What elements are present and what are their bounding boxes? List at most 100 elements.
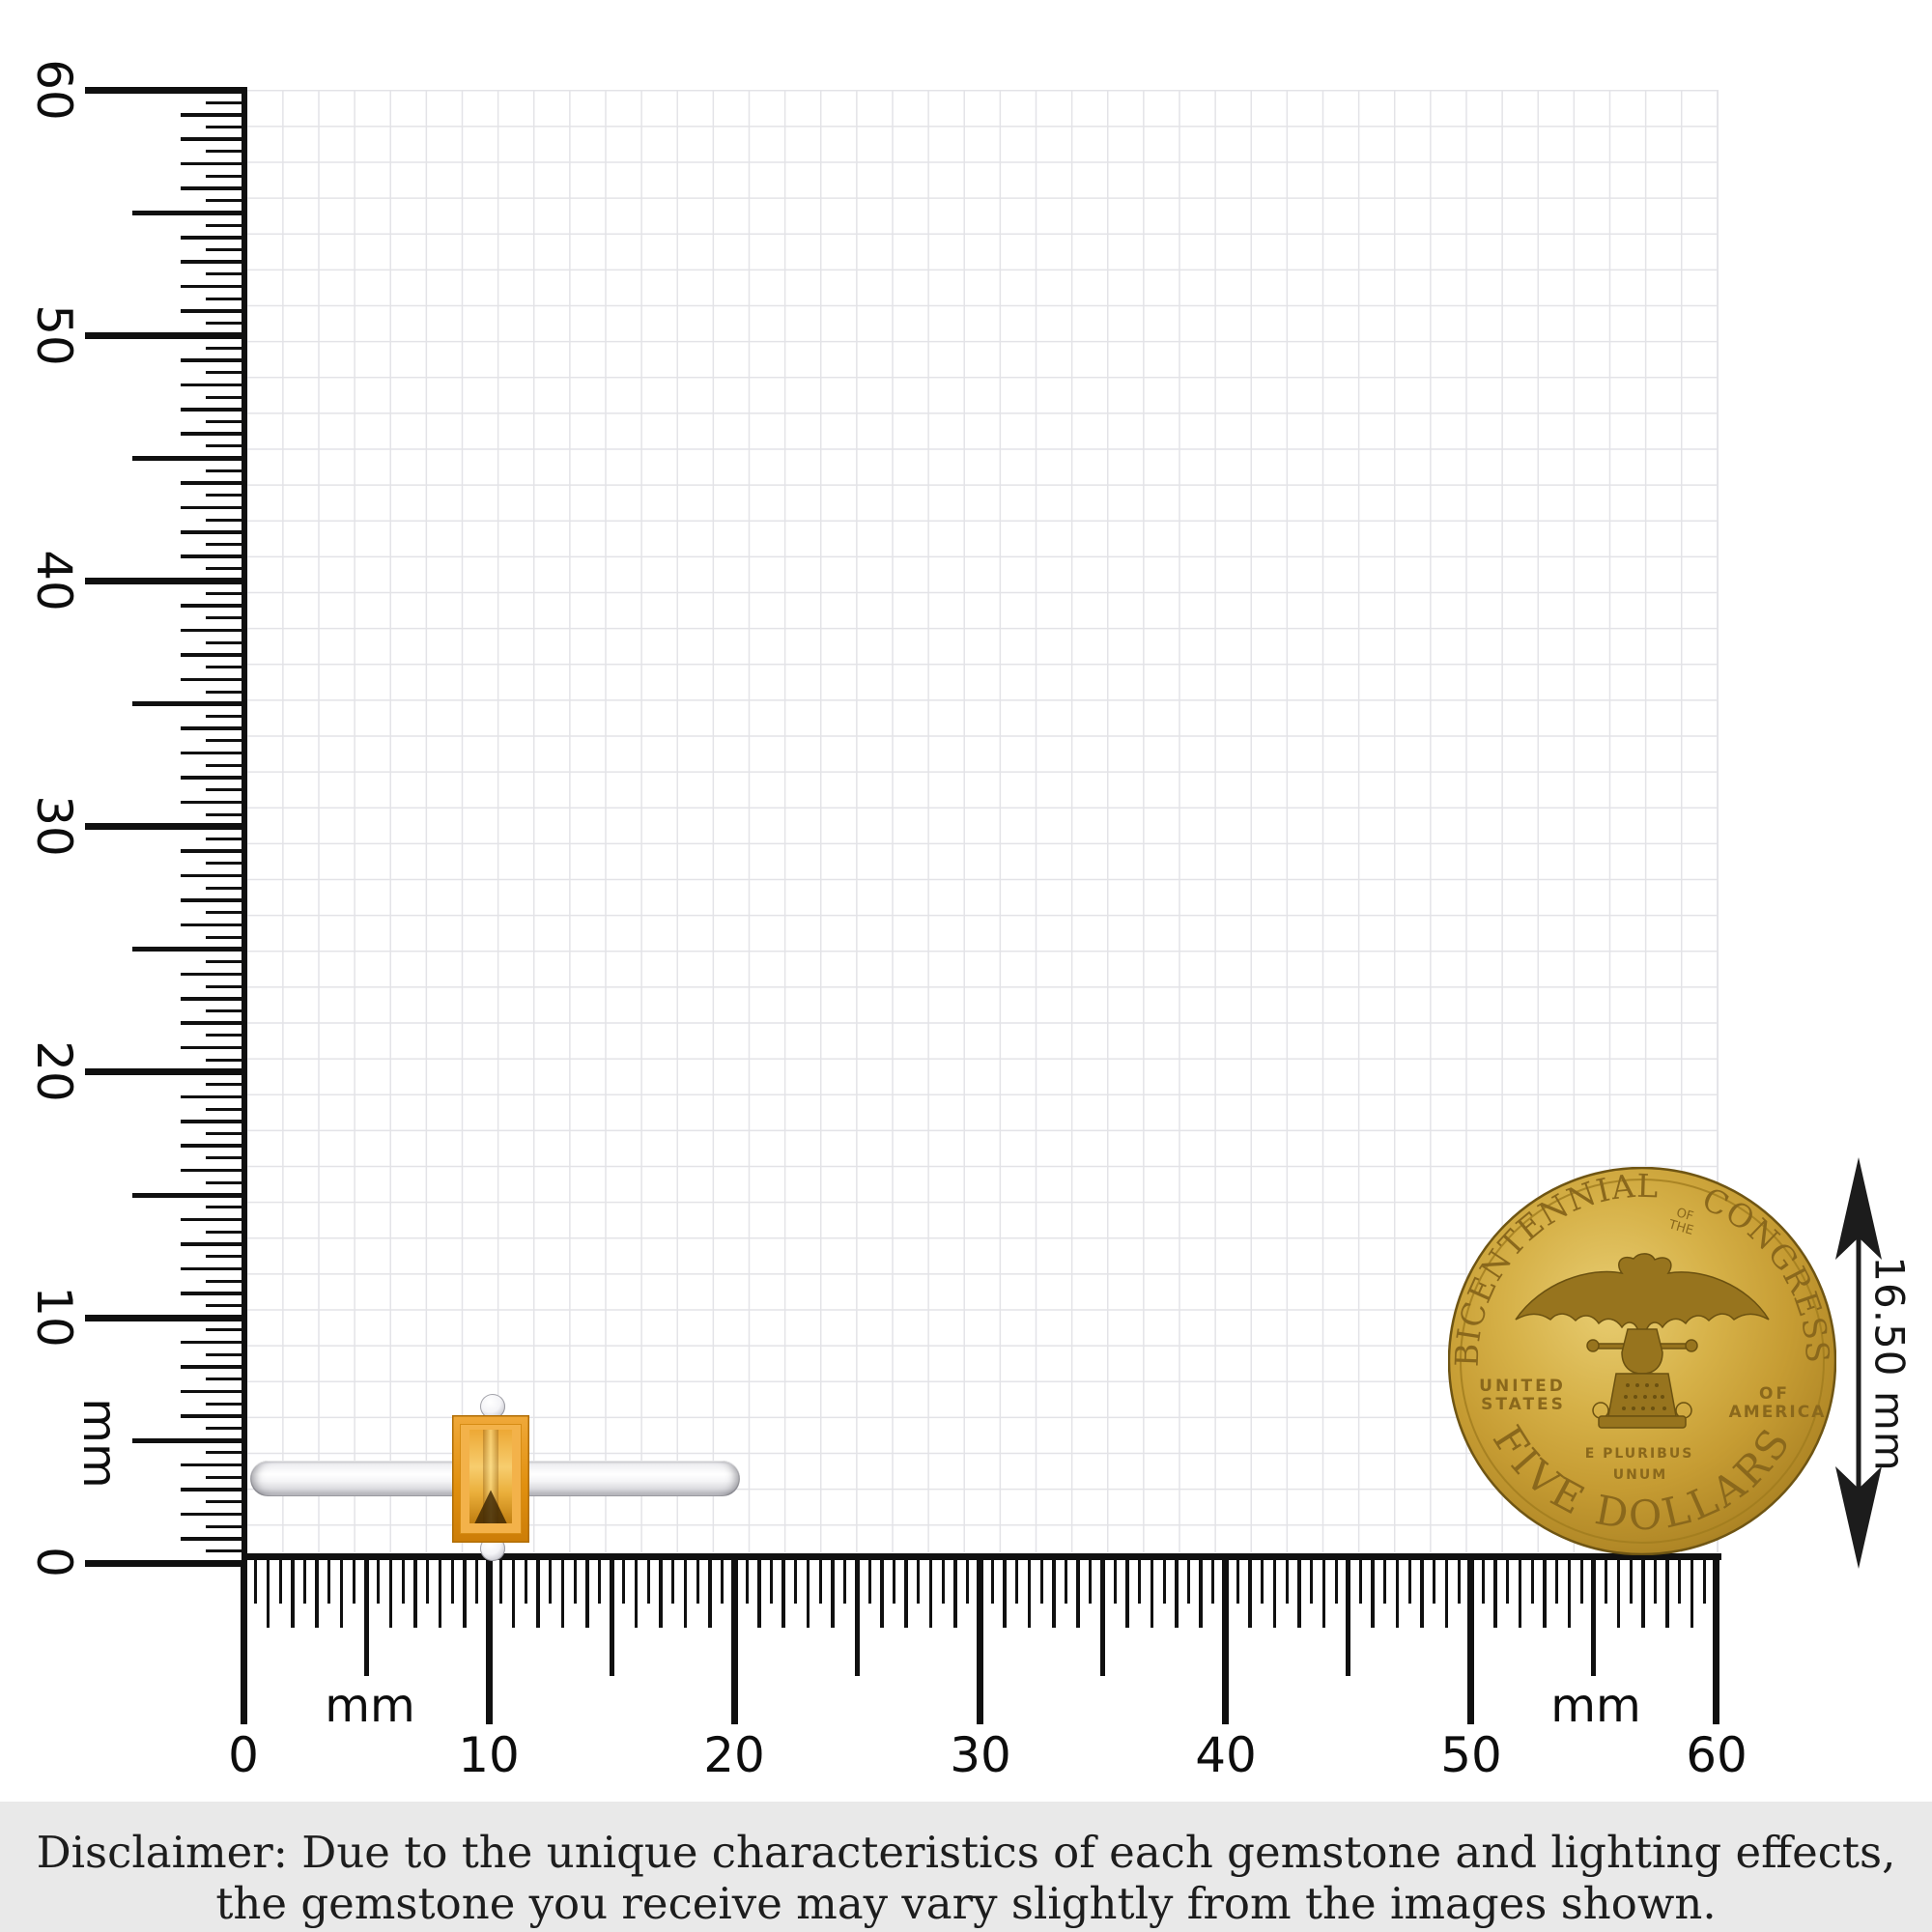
ruler-tick: [756, 1560, 761, 1628]
coin-rim-line: [1460, 1179, 1825, 1544]
ruler-tick: [646, 1560, 650, 1604]
left-ruler-label-30: 30: [26, 795, 82, 857]
ruler-tick: [85, 578, 246, 585]
ruler-tick: [303, 1560, 307, 1604]
ruler-tick: [206, 297, 246, 300]
ruler-tick: [85, 86, 246, 94]
left-ruler-label-60: 60: [26, 59, 82, 121]
ruler-tick: [240, 1560, 247, 1724]
ruler-tick: [206, 248, 246, 251]
ruler-tick: [1285, 1560, 1289, 1604]
ruler-tick: [206, 960, 246, 964]
ruler-tick: [206, 1549, 246, 1553]
ruler-tick: [181, 923, 246, 927]
ruler-tick: [181, 161, 246, 166]
ruler-tick: [401, 1560, 405, 1604]
ruler-tick: [181, 776, 246, 780]
ruler-tick: [132, 701, 246, 707]
bottom-ruler-label-20: 20: [703, 1727, 765, 1783]
ruler-tick: [181, 1242, 246, 1246]
ruler-tick: [85, 331, 246, 339]
bottom-ruler-label-0: 0: [228, 1727, 259, 1783]
ruler-tick: [85, 1559, 246, 1567]
disclaimer-line-1: Disclaimer: Due to the unique characteri…: [36, 1827, 1896, 1878]
ruler-tick: [426, 1560, 430, 1604]
ruler-tick: [206, 100, 246, 104]
ruler-tick: [1395, 1560, 1400, 1628]
ruler-tick: [327, 1560, 331, 1604]
ruler-tick: [206, 1083, 246, 1087]
disclaimer-bar: Disclaimer: Due to the unique characteri…: [0, 1802, 1932, 1932]
ruler-tick: [181, 1365, 246, 1369]
reference-coin: BICENTENNIAL CONGRESS OF THE FIVE DOLLAR…: [1448, 1167, 1836, 1555]
coin-motto-line2: UNUM: [1613, 1467, 1667, 1483]
ruler-tick: [132, 1192, 246, 1198]
ruler-tick: [181, 112, 246, 117]
ruler-tick: [206, 1180, 246, 1184]
ruler-tick: [206, 838, 246, 840]
left-ruler-label-50: 50: [26, 304, 82, 366]
ruler-tick: [206, 935, 246, 939]
ruler-tick: [181, 898, 246, 902]
ruler-tick: [1665, 1560, 1669, 1628]
ruler-tick: [1187, 1560, 1191, 1604]
ruler-tick: [206, 1427, 246, 1430]
left-ruler-label-10: 10: [26, 1286, 82, 1348]
ruler-tick: [622, 1560, 626, 1604]
ruler-tick: [206, 1058, 246, 1062]
coin-of-text: OF: [1759, 1384, 1790, 1404]
ruler-tick: [794, 1560, 798, 1604]
ruler-tick: [1100, 1560, 1106, 1676]
ruler-tick: [1015, 1560, 1019, 1604]
ruler-tick: [181, 1340, 246, 1345]
ruler-tick: [1482, 1560, 1486, 1604]
ruler-tick: [1199, 1560, 1204, 1628]
ruler-tick: [1222, 1560, 1230, 1724]
ruler-tick: [1591, 1560, 1597, 1676]
ruler-tick: [181, 137, 246, 141]
ruler-tick: [450, 1560, 454, 1604]
ruler-tick: [339, 1560, 344, 1628]
ruler-tick: [206, 150, 246, 154]
ring-prong-top: [480, 1394, 505, 1419]
ruler-tick: [181, 1266, 246, 1271]
bottom-ruler-baseline: [241, 1552, 1721, 1560]
ruler-tick: [181, 284, 246, 289]
ruler-tick: [990, 1560, 994, 1604]
ruler-tick: [1039, 1560, 1043, 1604]
ruler-tick: [721, 1560, 724, 1604]
measurement-label: 16.50 mm: [1865, 1256, 1914, 1472]
ruler-tick: [917, 1560, 921, 1604]
ruler-tick: [1444, 1560, 1449, 1628]
ruler-tick: [880, 1560, 884, 1628]
ruler-tick: [206, 322, 246, 326]
ruler-tick: [206, 1378, 246, 1381]
coin-of-the-line1: OF: [1674, 1206, 1694, 1224]
ruler-tick: [181, 383, 246, 387]
ruler-tick: [181, 849, 246, 853]
ruler-tick: [1346, 1560, 1351, 1676]
ruler-tick: [206, 984, 246, 988]
ruler-tick: [206, 1230, 246, 1234]
left-ruler-label-40: 40: [26, 550, 82, 611]
ruler-tick: [1690, 1560, 1694, 1628]
ruler-tick: [181, 236, 246, 240]
left-ruler-unit-label: mm: [72, 1398, 127, 1489]
bottom-ruler-unit-label-right: mm: [1550, 1679, 1641, 1733]
ruler-tick: [206, 666, 246, 669]
ruler-tick: [132, 947, 246, 952]
ruler-tick: [206, 1303, 246, 1307]
ruler-tick: [1678, 1560, 1682, 1604]
ruler-tick: [206, 690, 246, 694]
ruler-tick: [781, 1560, 785, 1628]
ruler-tick: [181, 530, 246, 534]
ruler-tick: [867, 1560, 871, 1604]
ruler-tick: [206, 812, 246, 816]
ruler-tick: [181, 1389, 246, 1394]
ruler-tick: [206, 223, 246, 227]
ruler-tick: [1236, 1560, 1239, 1604]
ruler-tick: [1076, 1560, 1080, 1628]
ruler-tick: [85, 1068, 246, 1076]
ruler-tick: [181, 604, 246, 608]
